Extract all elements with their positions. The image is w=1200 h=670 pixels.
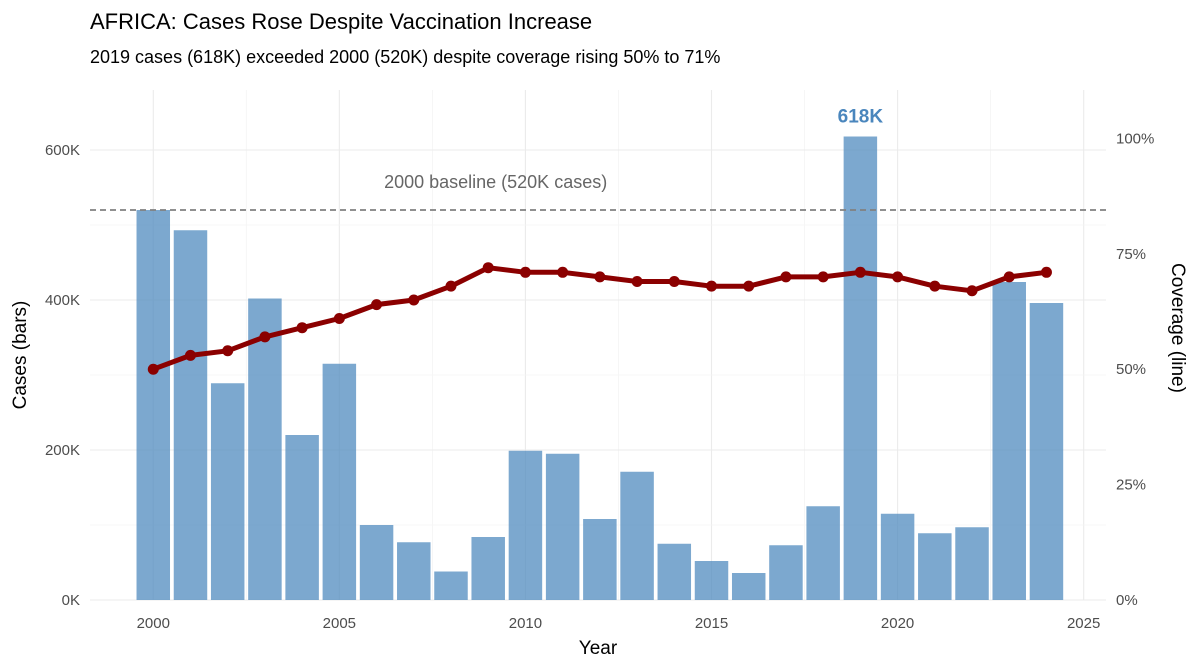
coverage-point-2007 [408, 294, 420, 306]
bar-2004 [285, 435, 319, 600]
bar-2007 [397, 542, 431, 600]
bar-2009 [471, 537, 505, 600]
bar-2000 [136, 210, 171, 600]
coverage-point-2001 [184, 349, 196, 361]
coverage-point-2023 [1003, 271, 1015, 283]
annotations: 2000 baseline (520K cases) 618K [90, 107, 1106, 211]
y-right-axis-title: Coverage (line) [1167, 263, 1188, 393]
coverage-point-2000 [147, 363, 159, 375]
y-left-tick-label: 0K [62, 592, 80, 609]
bars-series [136, 136, 1064, 600]
coverage-point-2024 [1040, 266, 1052, 278]
bar-2011 [545, 453, 580, 600]
coverage-point-2017 [780, 271, 792, 283]
baseline-label: 2000 baseline (520K cases) [384, 172, 607, 192]
coverage-point-2013 [631, 276, 643, 288]
chart-subtitle: 2019 cases (618K) exceeded 2000 (520K) d… [90, 47, 720, 67]
coverage-point-2019 [854, 266, 866, 278]
y-left-tick-label: 600K [45, 142, 80, 159]
coverage-point-2002 [222, 345, 234, 357]
peak-label: 618K [838, 107, 884, 128]
bar-2016 [731, 573, 766, 600]
bar-2013 [620, 471, 654, 600]
coverage-point-2008 [445, 280, 457, 292]
y-right-tick-label: 0% [1116, 592, 1138, 609]
chart-title: AFRICA: Cases Rose Despite Vaccination I… [90, 9, 592, 34]
coverage-point-2004 [296, 322, 308, 334]
coverage-series [147, 262, 1052, 375]
coverage-point-2009 [482, 262, 494, 274]
bar-2017 [769, 545, 803, 600]
x-tick-label: 2025 [1067, 615, 1100, 632]
bar-2015 [694, 561, 729, 600]
coverage-point-2020 [892, 271, 904, 283]
bar-2020 [880, 513, 915, 600]
bar-2019 [843, 136, 878, 600]
coverage-point-2011 [557, 266, 569, 278]
bar-2023 [992, 282, 1026, 600]
bar-2006 [359, 525, 394, 600]
x-tick-label: 2020 [881, 615, 914, 632]
coverage-point-2006 [371, 299, 383, 311]
coverage-point-2022 [966, 285, 978, 297]
y-right-tick-label: 25% [1116, 477, 1146, 494]
bar-2024 [1029, 303, 1064, 600]
bar-2003 [248, 298, 282, 600]
coverage-point-2012 [594, 271, 606, 283]
coverage-point-2010 [519, 266, 531, 278]
coverage-point-2016 [743, 280, 755, 292]
coverage-point-2021 [929, 280, 941, 292]
coverage-line [150, 265, 1049, 372]
bar-2008 [434, 571, 468, 600]
bar-2012 [583, 519, 617, 600]
bar-2018 [806, 506, 840, 600]
bar-2002 [210, 383, 245, 600]
bar-2021 [918, 533, 952, 600]
y-right-tick-label: 50% [1116, 361, 1146, 378]
y-left-tick-label: 200K [45, 442, 80, 459]
y-right-tick-label: 100% [1116, 130, 1154, 147]
axis-ticks: 2000 2005 2010 2015 2020 2025 0K 200K 400K 600K 0%… [45, 130, 1154, 632]
coverage-point-2014 [668, 276, 680, 288]
bar-2005 [322, 363, 357, 600]
x-tick-label: 2000 [137, 615, 170, 632]
y-right-tick-label: 75% [1116, 246, 1146, 263]
x-axis-title: Year [579, 638, 618, 659]
bar-2001 [173, 230, 208, 600]
x-tick-label: 2010 [509, 615, 542, 632]
coverage-point-2018 [817, 271, 829, 283]
bar-2022 [955, 527, 989, 600]
x-tick-label: 2015 [695, 615, 728, 632]
y-left-tick-label: 400K [45, 292, 80, 309]
x-tick-label: 2005 [323, 615, 356, 632]
coverage-point-2015 [706, 280, 718, 292]
bar-2010 [508, 450, 543, 600]
bar-2014 [657, 543, 692, 600]
coverage-point-2005 [333, 312, 345, 324]
coverage-point-2003 [259, 331, 271, 343]
y-left-axis-title: Cases (bars) [10, 301, 31, 410]
